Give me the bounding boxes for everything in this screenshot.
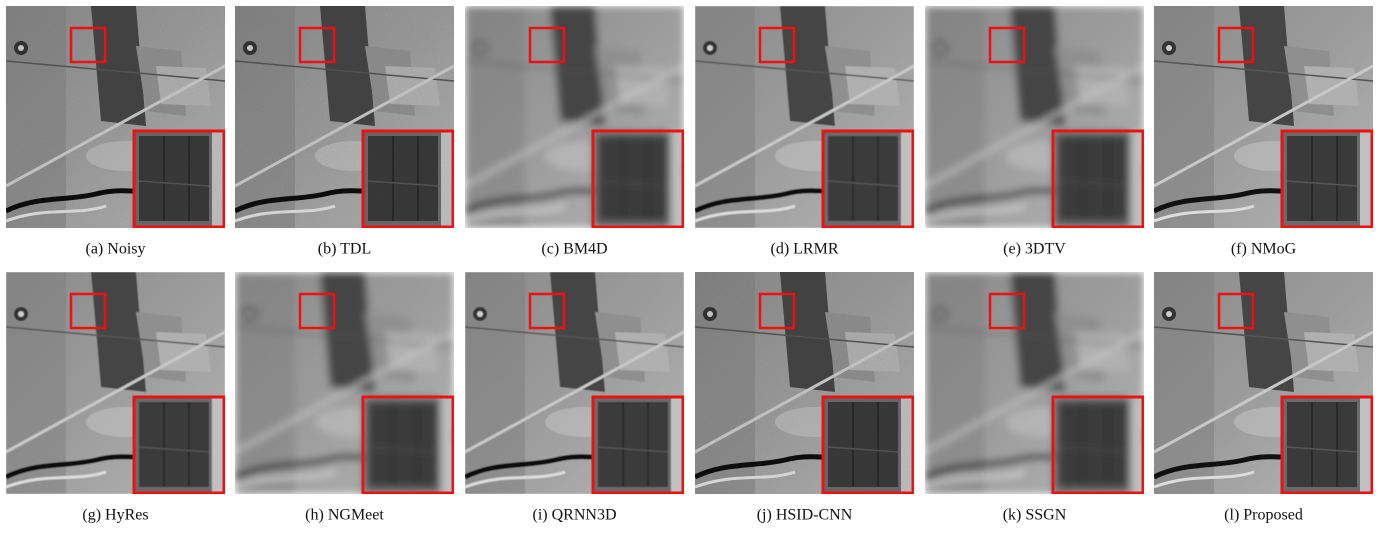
caption: (k) SSGN xyxy=(1003,507,1067,524)
image-panel xyxy=(695,272,914,494)
inset-image xyxy=(823,131,914,228)
image-panel xyxy=(465,6,684,228)
zoom-inset xyxy=(134,397,225,494)
zoom-inset xyxy=(1053,131,1144,228)
zoom-inset xyxy=(1282,131,1373,228)
zoom-inset xyxy=(134,131,225,228)
zoom-inset xyxy=(363,397,454,494)
inset-image xyxy=(593,131,684,228)
zoom-inset xyxy=(823,131,914,228)
caption: (l) Proposed xyxy=(1224,507,1303,524)
inset-image xyxy=(1053,131,1144,228)
inset-image xyxy=(1282,397,1373,494)
image-panel xyxy=(925,272,1144,494)
caption: (d) LRMR xyxy=(771,241,839,258)
image-panel xyxy=(925,6,1144,228)
inset-image xyxy=(1282,131,1373,228)
figure: (a) Noisy (b) TDL (c) BM4D (d) LRMR (e) 3DTV… xyxy=(0,0,1380,533)
caption: (c) BM4D xyxy=(541,241,607,258)
inset-image xyxy=(1053,397,1144,494)
image-panel xyxy=(1154,6,1373,228)
image-panel xyxy=(235,6,454,228)
inset-image xyxy=(363,397,454,494)
inset-image xyxy=(823,397,914,494)
caption: (g) HyRes xyxy=(82,507,148,524)
inset-image xyxy=(134,397,225,494)
zoom-inset xyxy=(593,397,684,494)
caption: (j) HSID-CNN xyxy=(757,507,853,524)
caption: (h) NGMeet xyxy=(305,507,384,524)
image-panel xyxy=(695,6,914,228)
zoom-inset xyxy=(593,131,684,228)
caption: (b) TDL xyxy=(318,241,371,258)
inset-image xyxy=(134,131,225,228)
caption: (e) 3DTV xyxy=(1003,241,1066,258)
caption: (a) Noisy xyxy=(86,241,146,258)
zoom-inset xyxy=(363,131,454,228)
zoom-inset xyxy=(823,397,914,494)
caption: (f) NMoG xyxy=(1231,241,1297,258)
caption: (i) QRNN3D xyxy=(533,507,617,524)
zoom-inset xyxy=(1282,397,1373,494)
image-panel xyxy=(465,272,684,494)
image-panel xyxy=(235,272,454,494)
zoom-inset xyxy=(1053,397,1144,494)
inset-image xyxy=(363,131,454,228)
image-panel xyxy=(1154,272,1373,494)
image-panel xyxy=(6,272,225,494)
image-panel xyxy=(6,6,225,228)
inset-image xyxy=(593,397,684,494)
